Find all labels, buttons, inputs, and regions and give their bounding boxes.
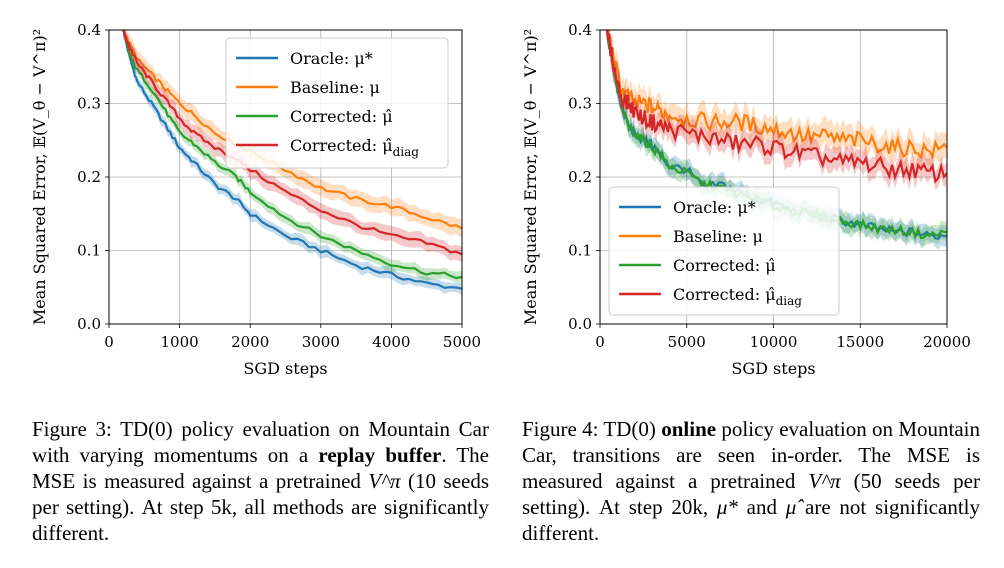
x-tick-label: 15000 [836, 333, 884, 351]
legend-label-corrected: Corrected: μ̂ [673, 256, 776, 275]
legend-text: Corrected: μ̂ [673, 256, 776, 275]
legend-label-corrected: Corrected: μ̂ [290, 107, 393, 126]
x-tick-label: 10000 [750, 333, 798, 351]
x-tick-label: 0 [104, 333, 114, 351]
y-tick-label: 0.1 [568, 242, 592, 260]
legend-label-oracle: Oracle: μ* [673, 198, 756, 217]
x-axis-label: SGD steps [243, 359, 327, 378]
fig4-symbol-2: μ* [716, 495, 738, 519]
y-tick-label: 0.2 [77, 168, 101, 186]
series-band-baseline [123, 30, 462, 238]
fig3-text-2: . The MSE is measured against a pretrain… [32, 443, 489, 493]
fig4-text-3: (50 seeds per setting). At step 20k, [522, 469, 980, 519]
legend-text: Corrected: μ̂ [290, 136, 393, 155]
series-band-corrected_diag [606, 30, 947, 191]
legend-subscript: diag [776, 294, 803, 308]
legend-label-corrected_diag: Corrected: μ̂diag [290, 136, 419, 159]
y-tick-label: 0.2 [568, 168, 592, 186]
legend-text: Oracle: μ* [673, 198, 756, 217]
figure4-caption: Figure 4: TD(0) online policy evaluation… [522, 416, 980, 546]
legend-text: Baseline: μ [673, 227, 763, 246]
fig4-text-1: TD(0) [598, 417, 662, 441]
legend-label-baseline: Baseline: μ [673, 227, 763, 246]
x-tick-label: 1000 [161, 333, 199, 351]
fig4-text-5: are not significantly different. [522, 495, 980, 545]
fig4-text-4: and [737, 495, 786, 519]
series-line-baseline [606, 30, 947, 160]
x-tick-label: 20000 [923, 333, 971, 351]
x-axis-label: SGD steps [731, 359, 815, 378]
y-axis-label: Mean Squared Error, 𝔼(V_θ − V^π)² [521, 29, 540, 325]
fig4-text-2: policy evaluation on Mountain Car, trans… [522, 417, 980, 493]
y-tick-label: 0.4 [77, 21, 101, 39]
x-tick-label: 3000 [302, 333, 340, 351]
y-tick-label: 0.0 [568, 315, 592, 333]
x-tick-label: 5000 [668, 333, 706, 351]
y-tick-label: 0.3 [77, 95, 101, 113]
chart-right: 0 5000 10000 15000 20000 0.0 0.1 0.2 0.3 0.4 SGD s… [521, 21, 971, 378]
series-line-corrected [122, 30, 462, 280]
series-line-oracle [122, 30, 462, 290]
series-line-corrected_diag [605, 30, 947, 184]
fig3-label: Figure 3: [32, 417, 112, 441]
fig4-bold: online [661, 417, 717, 441]
axes-frame [599, 29, 948, 325]
series-group [122, 30, 462, 295]
legend-box [608, 186, 840, 316]
x-tick-label: 0 [595, 333, 605, 351]
legend-text: Oracle: μ* [290, 49, 373, 68]
fig3-bold: replay buffer [318, 443, 442, 467]
axes-frame [108, 29, 463, 325]
y-axis-label: Mean Squared Error, 𝔼(V_θ − V^π)² [30, 29, 49, 325]
x-tick-label: 5000 [443, 333, 481, 351]
fig3-symbol: V^π [368, 469, 401, 493]
fig3-text-1: TD(0) policy evaluation on Mountain Car … [32, 417, 489, 467]
y-tick-label: 0.3 [568, 95, 592, 113]
legend-label-baseline: Baseline: μ [290, 78, 380, 97]
series-band-corrected_diag [123, 30, 462, 263]
legend-text: Baseline: μ [290, 78, 380, 97]
y-tick-label: 0.0 [77, 315, 101, 333]
legend-text: Corrected: μ̂ [290, 107, 393, 126]
legend-text: Corrected: μ̂ [673, 285, 776, 304]
legend-label-corrected_diag: Corrected: μ̂diag [673, 285, 802, 308]
figure3-caption: Figure 3: TD(0) policy evaluation on Mou… [32, 416, 489, 546]
fig3-text-3: (10 seeds per setting). At step 5k, all … [32, 469, 489, 545]
legend-subscript: diag [393, 145, 420, 159]
x-tick-label: 2000 [231, 333, 269, 351]
fig4-symbol-3: μ̂ [785, 495, 797, 519]
x-tick-label: 4000 [372, 333, 410, 351]
legend-label-oracle: Oracle: μ* [290, 49, 373, 68]
chart-left: 0 1000 2000 3000 4000 5000 0.0 0.1 0.2 0.3 0.4 SGD … [30, 21, 481, 378]
y-tick-label: 0.4 [568, 21, 592, 39]
fig4-symbol: V^π [808, 469, 841, 493]
y-tick-label: 0.1 [77, 242, 101, 260]
legend-box [225, 37, 449, 169]
fig4-label: Figure 4: [522, 417, 599, 441]
